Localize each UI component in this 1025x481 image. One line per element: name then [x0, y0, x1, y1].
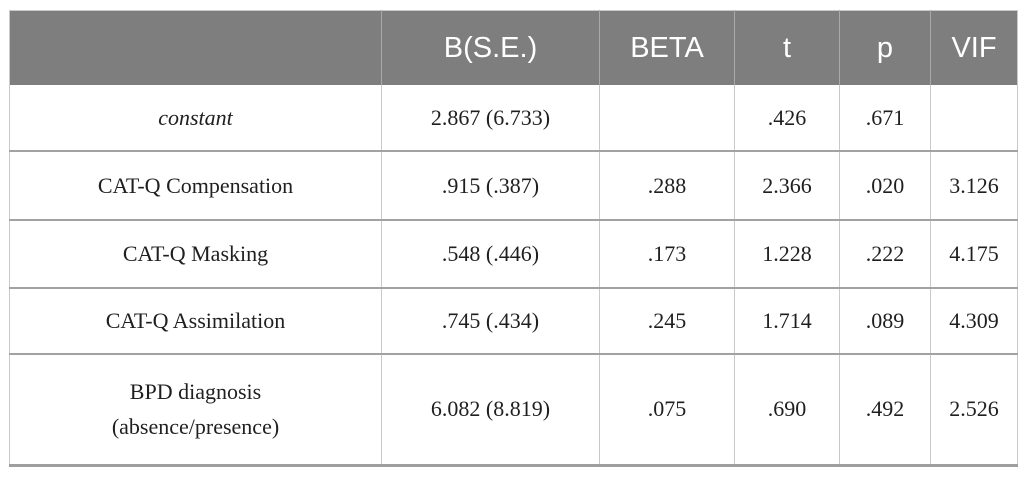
- cell-t: 1.714: [734, 287, 840, 354]
- cell-vif: 4.175: [930, 219, 1018, 288]
- row-label: constant: [9, 85, 382, 151]
- cell-t: .690: [734, 353, 840, 465]
- cell-vif: [930, 85, 1018, 151]
- cell-beta: .075: [599, 353, 735, 465]
- cell-p: .089: [839, 287, 931, 354]
- cell-b-se: 6.082 (8.819): [381, 353, 600, 465]
- cell-t: 2.366: [734, 150, 840, 220]
- table-row: CAT-Q Assimilation .745 (.434) .245 1.71…: [9, 287, 1018, 354]
- row-label: BPD diagnosis (absence/presence): [9, 353, 382, 465]
- cell-beta: .173: [599, 219, 735, 288]
- cell-beta: .288: [599, 150, 735, 220]
- table-row: BPD diagnosis (absence/presence) 6.082 (…: [9, 353, 1018, 465]
- header-beta: BETA: [599, 10, 735, 85]
- row-label: CAT-Q Compensation: [9, 150, 382, 220]
- cell-vif: 4.309: [930, 287, 1018, 354]
- table-row: CAT-Q Compensation .915 (.387) .288 2.36…: [9, 150, 1018, 220]
- cell-t: 1.228: [734, 219, 840, 288]
- cell-p: .222: [839, 219, 931, 288]
- cell-t: .426: [734, 85, 840, 151]
- regression-coefficients-table: B(S.E.) BETA t p VIF constant 2.867 (6.7…: [9, 10, 1018, 467]
- cell-vif: 2.526: [930, 353, 1018, 465]
- row-label: CAT-Q Assimilation: [9, 287, 382, 354]
- header-b-se: B(S.E.): [381, 10, 600, 85]
- cell-p: .020: [839, 150, 931, 220]
- cell-b-se: 2.867 (6.733): [381, 85, 600, 151]
- cell-b-se: .745 (.434): [381, 287, 600, 354]
- cell-p: .492: [839, 353, 931, 465]
- table-row: CAT-Q Masking .548 (.446) .173 1.228 .22…: [9, 219, 1018, 288]
- header-row: B(S.E.) BETA t p VIF: [9, 10, 1018, 85]
- cell-vif: 3.126: [930, 150, 1018, 220]
- cell-b-se: .915 (.387): [381, 150, 600, 220]
- cell-beta: [599, 85, 735, 151]
- header-p: p: [839, 10, 931, 85]
- cell-beta: .245: [599, 287, 735, 354]
- table-row: constant 2.867 (6.733) .426 .671: [9, 85, 1018, 151]
- cell-p: .671: [839, 85, 931, 151]
- header-t: t: [734, 10, 840, 85]
- cell-b-se: .548 (.446): [381, 219, 600, 288]
- header-predictor-blank: [9, 10, 382, 85]
- header-vif: VIF: [930, 10, 1018, 85]
- row-label: CAT-Q Masking: [9, 219, 382, 288]
